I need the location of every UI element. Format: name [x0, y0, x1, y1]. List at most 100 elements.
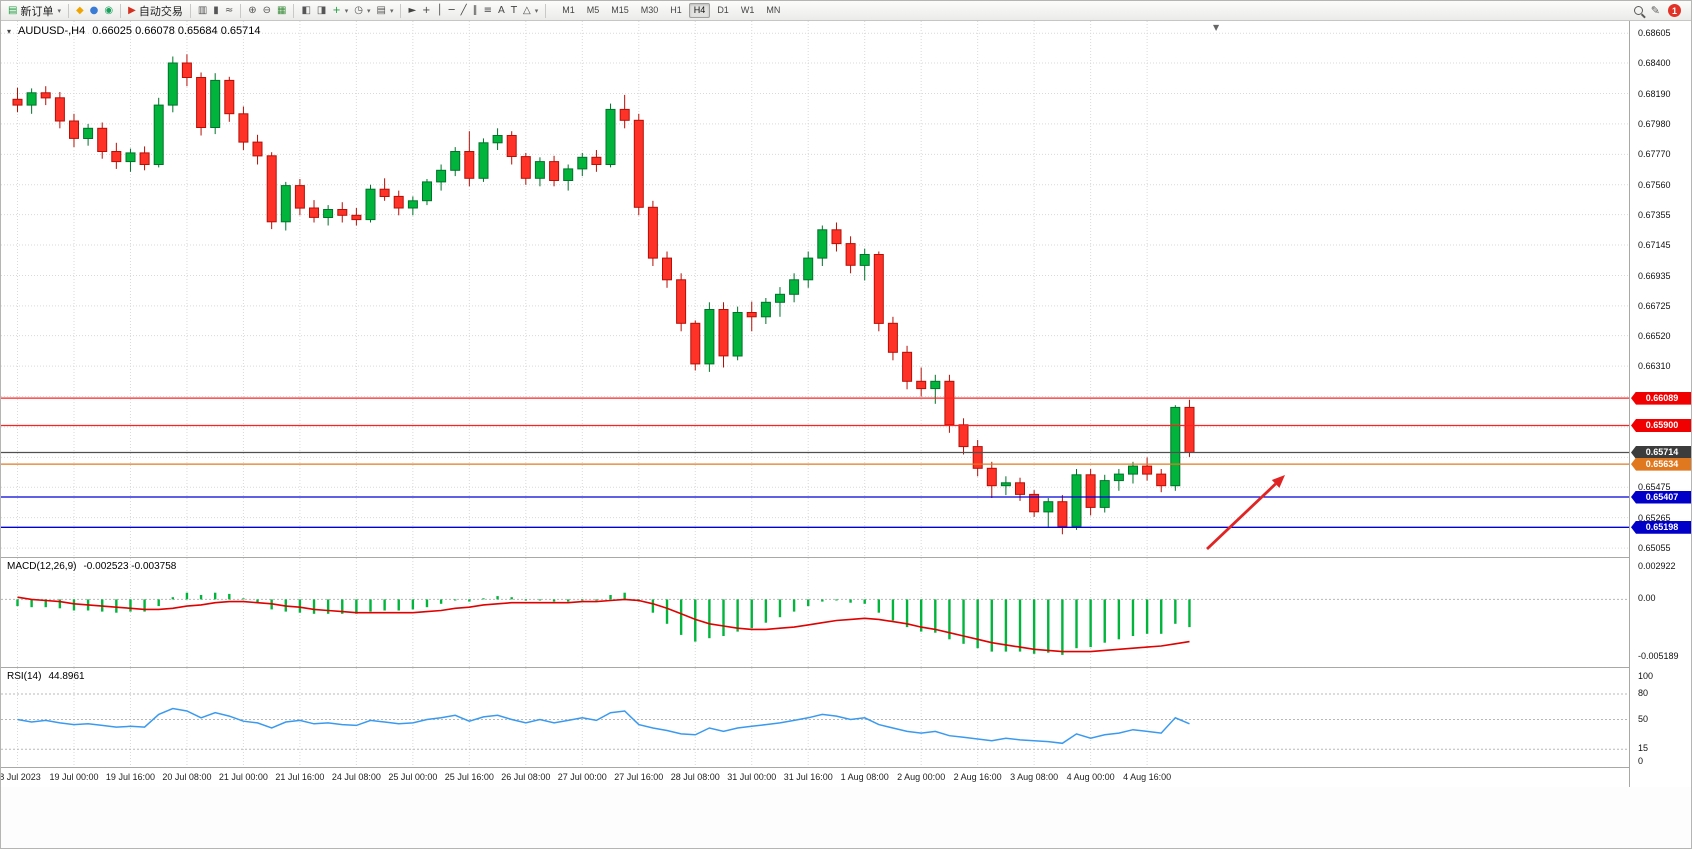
search-icon[interactable]: [1633, 6, 1643, 15]
time-axis-label: 3 Aug 08:00: [1010, 772, 1059, 782]
horizontal-line-icon: ─: [448, 4, 455, 16]
macd-axis-label: -0.005189: [1638, 651, 1679, 661]
chart-window: ▾ AUDUSD-,H4 0.66025 0.66078 0.65684 0.6…: [1, 21, 1691, 787]
label-tool-button[interactable]: T: [508, 2, 520, 19]
zoom-in-button[interactable]: ⊕: [245, 2, 259, 19]
toolbar-separator: [293, 3, 295, 18]
crosshair-tool-button[interactable]: +: [419, 2, 433, 19]
time-axis-label: 4 Aug 00:00: [1066, 772, 1115, 782]
horizontal-line-tool-button[interactable]: ─: [446, 2, 458, 19]
rsi-chart: [1, 668, 1629, 767]
rsi-panel[interactable]: RSI(14) 44.8961: [1, 667, 1629, 767]
price-axis-label: 0.66935: [1638, 270, 1671, 281]
chart-shift-marker-icon[interactable]: ▼: [1213, 23, 1220, 32]
chart-shift-button[interactable]: ◨: [314, 2, 329, 19]
price-level-tag: 0.66089: [1631, 391, 1691, 405]
dropdown-caret-icon[interactable]: ▾: [534, 6, 539, 15]
zoom-out-icon: ⊖: [262, 4, 271, 16]
trendline-tool-button[interactable]: ╱: [458, 2, 470, 19]
candle-plus-icon: ▤: [8, 4, 18, 16]
toolbar-separator: [67, 3, 69, 18]
tile-windows-icon: ▦: [276, 4, 287, 16]
price-axis-label: 0.65055: [1638, 543, 1671, 554]
time-axis-label: 21 Jul 00:00: [218, 772, 268, 782]
headset-icon: ◉: [104, 4, 114, 16]
timeframe-H1[interactable]: H1: [670, 5, 682, 15]
dropdown-caret-icon[interactable]: ▾: [389, 6, 394, 15]
macd-axis-label: 0.00: [1638, 593, 1656, 604]
trend-arrow-annotation[interactable]: [1206, 475, 1285, 551]
fibonacci-tool-button[interactable]: ≡: [481, 2, 495, 19]
time-axis-label: 20 Jul 08:00: [162, 772, 212, 782]
candlestick-icon: ▮: [213, 4, 219, 16]
time-axis-label: 18 Jul 2023: [1, 772, 41, 782]
toolbar-right: ✎ 1: [1633, 4, 1687, 17]
toolbar: ▤ 新订单 ▾ ◆ ● ◉ ▶ 自动交易 ▥ ▮ ≈ ⊕ ⊖ ▦ ◧ ◨ + ▾ ◷ ▾ ▤ ▾ ► + │ ─ ╱ ∥ ≡ A T △ ▾ M…: [1, 1, 1691, 21]
price-level-tag: 0.65407: [1631, 490, 1691, 504]
time-axis-label: 24 Jul 08:00: [331, 772, 381, 782]
one-click-trading-arrow-icon[interactable]: ▾: [7, 26, 12, 36]
auto-scroll-button[interactable]: ◧: [298, 2, 313, 19]
price-level-tag: 0.65634: [1631, 457, 1691, 471]
timeframe-MN[interactable]: MN: [766, 5, 781, 15]
time-axis-label: 31 Jul 16:00: [783, 772, 833, 782]
timeframe-D1[interactable]: D1: [717, 5, 729, 15]
dropdown-caret-icon[interactable]: ▾: [57, 6, 61, 15]
price-axis-label: 0.68605: [1638, 28, 1671, 39]
toolbar-separator: [240, 3, 242, 18]
timeframe-H4[interactable]: H4: [688, 3, 711, 18]
templates-button[interactable]: ▤ ▾: [374, 2, 397, 19]
text-tool-button[interactable]: A: [495, 2, 508, 19]
time-axis-label: 27 Jul 16:00: [614, 772, 664, 782]
macd-panel[interactable]: MACD(12,26,9) -0.002523 -0.003758: [1, 557, 1629, 667]
price-axis-label: 0.67770: [1638, 149, 1671, 160]
shapes-tool-button[interactable]: △ ▾: [520, 2, 541, 19]
main-chart-panel[interactable]: ▾ AUDUSD-,H4 0.66025 0.66078 0.65684 0.6…: [1, 21, 1629, 557]
bar-chart-mode-button[interactable]: ▥: [195, 2, 210, 19]
channel-tool-button[interactable]: ∥: [470, 2, 481, 19]
indicators-button[interactable]: + ▾: [329, 2, 351, 19]
candlestick-mode-button[interactable]: ▮: [210, 2, 222, 19]
time-axis-label: 25 Jul 00:00: [388, 772, 438, 782]
line-chart-mode-button[interactable]: ≈: [222, 2, 236, 19]
shapes-icon: △: [523, 4, 531, 16]
clock-icon: ◷: [354, 4, 363, 16]
auto-scroll-icon: ◧: [301, 4, 311, 16]
chart-shift-icon: ◨: [316, 4, 327, 16]
timeframe-M15[interactable]: M15: [611, 5, 629, 15]
template-icon: ▤: [376, 4, 386, 16]
timeframe-M5[interactable]: M5: [586, 5, 600, 15]
candlestick-chart[interactable]: [1, 21, 1629, 557]
time-axis-label: 2 Aug 16:00: [953, 772, 1002, 782]
timeframe-M1[interactable]: M1: [562, 5, 575, 15]
metaeditor-button[interactable]: ◆: [73, 2, 87, 19]
line-chart-icon: ≈: [224, 4, 234, 16]
periods-button[interactable]: ◷ ▾: [351, 2, 373, 19]
vertical-line-tool-button[interactable]: │: [434, 2, 446, 19]
notification-badge[interactable]: 1: [1668, 4, 1681, 17]
dropdown-caret-icon[interactable]: ▾: [344, 6, 349, 15]
toolbar-buttons: ▤ 新订单 ▾ ◆ ● ◉ ▶ 自动交易 ▥ ▮ ≈ ⊕ ⊖ ▦ ◧ ◨ + ▾ ◷ ▾ ▤ ▾ ► + │ ─ ╱ ∥ ≡ A T △ ▾: [5, 2, 550, 19]
tile-windows-button[interactable]: ▦: [274, 2, 289, 19]
edit-pencil-icon[interactable]: ✎: [1650, 4, 1660, 17]
timeframe-M30[interactable]: M30: [640, 5, 659, 15]
macd-axis-label: 0.002922: [1638, 561, 1676, 571]
indicator-plus-icon: +: [332, 4, 341, 16]
time-axis[interactable]: 18 Jul 2023 19 Jul 00:00 19 Jul 16:00 20 Ju…: [1, 767, 1629, 787]
vertical-line-icon: │: [436, 4, 443, 16]
cursor-tool-button[interactable]: ►: [405, 2, 419, 19]
time-axis-label: 31 Jul 00:00: [727, 772, 777, 782]
price-level-tag: 0.65714: [1631, 446, 1691, 459]
price-axis[interactable]: 0.68605 0.68400 0.68190 0.67980 0.67770 0.675…: [1629, 21, 1691, 787]
timeframe-W1[interactable]: W1: [740, 5, 755, 15]
toolbar-separator: [189, 3, 191, 18]
dropdown-caret-icon[interactable]: ▾: [366, 6, 371, 15]
community-button[interactable]: ◉: [101, 2, 116, 19]
auto-trading-button[interactable]: ▶ 自动交易: [125, 2, 186, 19]
auto-trading-button-label: 自动交易: [138, 5, 183, 18]
new-order-button[interactable]: ▤ 新订单 ▾: [5, 2, 64, 19]
macd-name-label: MACD(12,26,9): [7, 561, 77, 572]
market-button[interactable]: ●: [87, 2, 102, 19]
rsi-axis-label: 80: [1638, 688, 1649, 698]
zoom-out-button[interactable]: ⊖: [260, 2, 274, 19]
